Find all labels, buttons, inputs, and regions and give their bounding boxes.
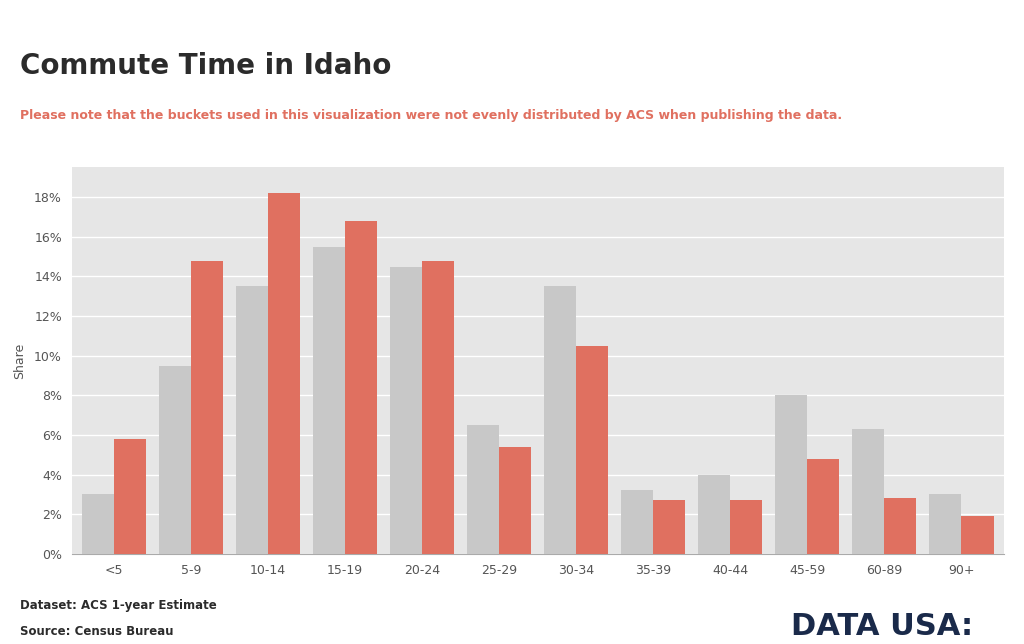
Text: DATA USA:: DATA USA: xyxy=(791,612,973,641)
Bar xyxy=(499,447,531,554)
Bar xyxy=(159,366,191,554)
Text: Commute Time in Idaho: Commute Time in Idaho xyxy=(20,52,392,79)
Bar xyxy=(236,287,268,554)
Bar xyxy=(191,261,223,554)
Bar xyxy=(268,193,300,554)
Bar xyxy=(852,429,884,554)
Bar xyxy=(962,516,993,554)
Y-axis label: Share: Share xyxy=(12,343,26,379)
Bar xyxy=(390,267,422,554)
Bar xyxy=(929,495,962,554)
Bar xyxy=(730,500,763,554)
Bar xyxy=(312,247,345,554)
Text: Please note that the buckets used in this visualization were not evenly distribu: Please note that the buckets used in thi… xyxy=(20,109,843,122)
Bar xyxy=(621,491,653,554)
Bar xyxy=(82,495,114,554)
Bar xyxy=(345,221,378,554)
Bar xyxy=(544,287,577,554)
Text: Dataset: ACS 1-year Estimate: Dataset: ACS 1-year Estimate xyxy=(20,599,217,612)
Bar xyxy=(775,395,807,554)
Bar xyxy=(884,498,916,554)
Text: Source: Census Bureau: Source: Census Bureau xyxy=(20,625,174,638)
Bar xyxy=(114,439,146,554)
Bar xyxy=(422,261,455,554)
Bar xyxy=(697,475,730,554)
Bar xyxy=(653,500,685,554)
Bar xyxy=(577,346,608,554)
Bar xyxy=(467,425,499,554)
Bar xyxy=(807,459,840,554)
